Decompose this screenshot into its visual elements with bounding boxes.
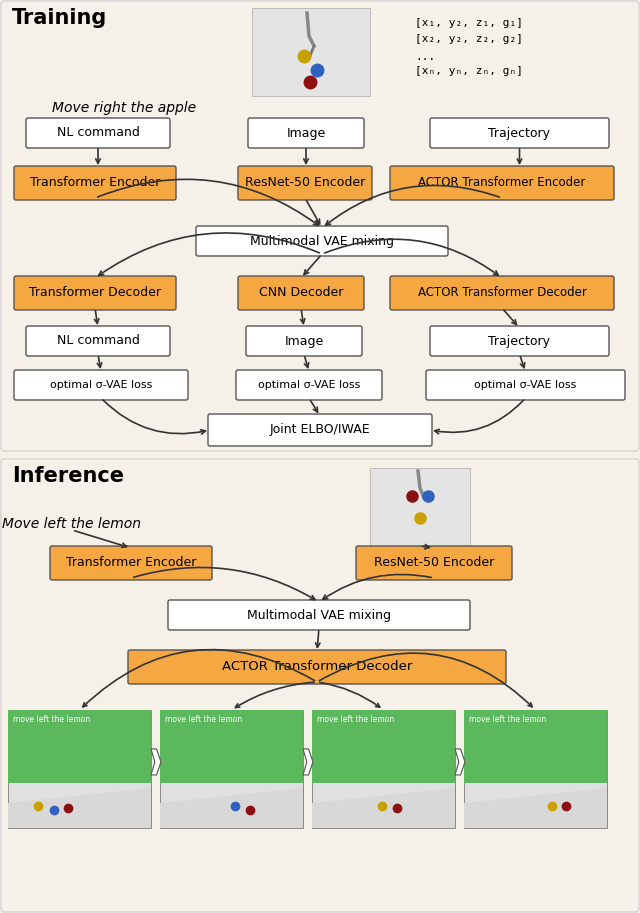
Text: ACTOR Transformer Decoder: ACTOR Transformer Decoder xyxy=(222,660,412,674)
Polygon shape xyxy=(303,749,313,775)
Bar xyxy=(370,468,470,546)
Polygon shape xyxy=(312,788,455,828)
Text: Move right the apple: Move right the apple xyxy=(52,101,196,115)
Text: move left the lemon: move left the lemon xyxy=(469,715,547,724)
FancyBboxPatch shape xyxy=(390,276,614,310)
Text: Image: Image xyxy=(286,127,326,140)
FancyBboxPatch shape xyxy=(426,370,625,400)
Text: Trajectory: Trajectory xyxy=(488,334,550,348)
Text: Transformer Encoder: Transformer Encoder xyxy=(66,557,196,570)
Bar xyxy=(8,710,151,828)
Text: Joint ELBO/IWAE: Joint ELBO/IWAE xyxy=(269,424,371,436)
Bar xyxy=(464,710,607,828)
Text: [x₁, y₂, z₁, g₁]: [x₁, y₂, z₁, g₁] xyxy=(415,18,523,28)
Bar xyxy=(252,8,370,96)
Bar xyxy=(312,710,455,828)
FancyBboxPatch shape xyxy=(238,276,364,310)
Text: ACTOR Transformer Encoder: ACTOR Transformer Encoder xyxy=(419,176,586,190)
Text: Image: Image xyxy=(284,334,324,348)
FancyBboxPatch shape xyxy=(356,546,512,580)
Text: ResNet-50 Encoder: ResNet-50 Encoder xyxy=(374,557,494,570)
Bar xyxy=(8,710,151,783)
FancyBboxPatch shape xyxy=(50,546,212,580)
Text: Transformer Encoder: Transformer Encoder xyxy=(30,176,160,190)
Text: CNN Decoder: CNN Decoder xyxy=(259,287,343,299)
Bar xyxy=(312,710,455,783)
Text: [x₂, y₂, z₂, g₂]: [x₂, y₂, z₂, g₂] xyxy=(415,34,523,44)
Text: ACTOR Transformer Decoder: ACTOR Transformer Decoder xyxy=(417,287,586,299)
Text: ResNet-50 Encoder: ResNet-50 Encoder xyxy=(245,176,365,190)
Text: NL command: NL command xyxy=(56,334,140,348)
Text: optimal σ-VAE loss: optimal σ-VAE loss xyxy=(50,380,152,390)
Polygon shape xyxy=(151,749,161,775)
FancyBboxPatch shape xyxy=(128,650,506,684)
Polygon shape xyxy=(455,749,465,775)
FancyBboxPatch shape xyxy=(26,326,170,356)
Text: move left the lemon: move left the lemon xyxy=(13,715,90,724)
Text: move left the lemon: move left the lemon xyxy=(317,715,394,724)
Polygon shape xyxy=(464,788,607,828)
Text: Training: Training xyxy=(12,8,108,28)
FancyBboxPatch shape xyxy=(14,370,188,400)
Text: optimal σ-VAE loss: optimal σ-VAE loss xyxy=(474,380,577,390)
Polygon shape xyxy=(160,788,303,828)
Text: Trajectory: Trajectory xyxy=(488,127,550,140)
FancyBboxPatch shape xyxy=(238,166,372,200)
FancyBboxPatch shape xyxy=(430,118,609,148)
FancyBboxPatch shape xyxy=(246,326,362,356)
Text: Multimodal VAE mixing: Multimodal VAE mixing xyxy=(247,608,391,622)
Text: Inference: Inference xyxy=(12,466,124,486)
Bar xyxy=(464,710,607,783)
Text: optimal σ-VAE loss: optimal σ-VAE loss xyxy=(258,380,360,390)
Text: move left the lemon: move left the lemon xyxy=(165,715,243,724)
Text: Transformer Decoder: Transformer Decoder xyxy=(29,287,161,299)
Text: Multimodal VAE mixing: Multimodal VAE mixing xyxy=(250,235,394,247)
FancyBboxPatch shape xyxy=(14,276,176,310)
FancyBboxPatch shape xyxy=(390,166,614,200)
Text: Move left the lemon: Move left the lemon xyxy=(3,517,141,531)
Text: ...: ... xyxy=(415,52,435,62)
FancyBboxPatch shape xyxy=(168,600,470,630)
FancyBboxPatch shape xyxy=(1,1,639,451)
Polygon shape xyxy=(8,788,151,828)
FancyBboxPatch shape xyxy=(196,226,448,256)
Text: [xₙ, yₙ, zₙ, gₙ]: [xₙ, yₙ, zₙ, gₙ] xyxy=(415,66,523,76)
FancyBboxPatch shape xyxy=(430,326,609,356)
FancyBboxPatch shape xyxy=(208,414,432,446)
FancyBboxPatch shape xyxy=(14,166,176,200)
FancyBboxPatch shape xyxy=(26,118,170,148)
FancyBboxPatch shape xyxy=(236,370,382,400)
Bar xyxy=(160,710,303,783)
Bar xyxy=(160,710,303,828)
FancyBboxPatch shape xyxy=(248,118,364,148)
FancyBboxPatch shape xyxy=(1,459,639,912)
Text: NL command: NL command xyxy=(56,127,140,140)
